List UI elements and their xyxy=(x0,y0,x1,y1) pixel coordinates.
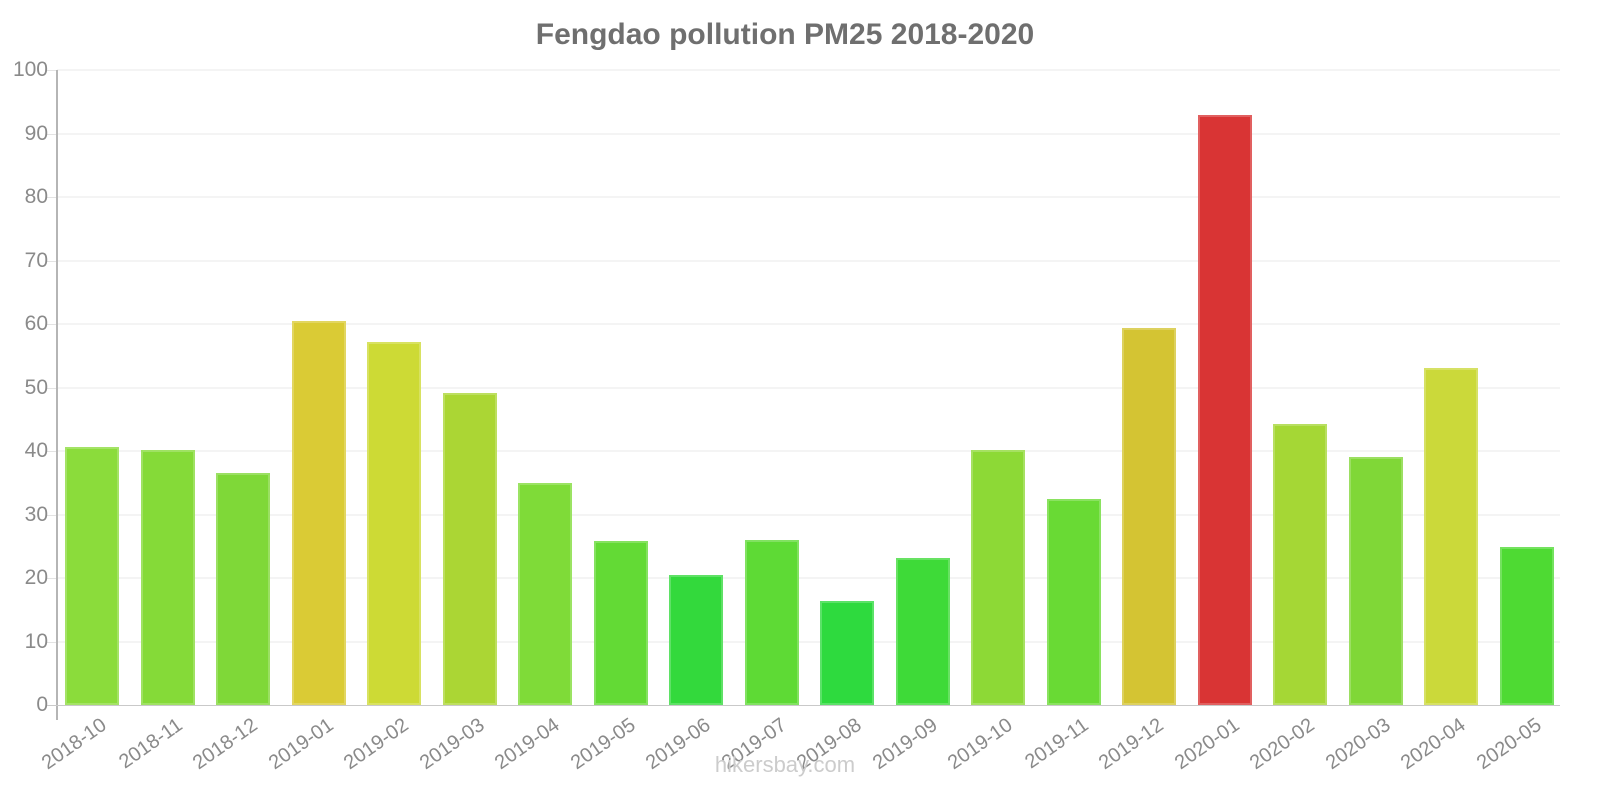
bar-2019-03[interactable] xyxy=(442,392,497,705)
y-axis-label: 90 xyxy=(24,121,48,145)
bar-2019-02[interactable] xyxy=(367,342,421,705)
y-axis-label: 40 xyxy=(24,439,48,462)
y-axis-label: 50 xyxy=(24,375,48,399)
y-axis-tick xyxy=(47,133,57,135)
bar-2019-05[interactable] xyxy=(593,541,648,705)
bar-2019-12[interactable] xyxy=(1122,328,1176,705)
bar-2020-04[interactable] xyxy=(1424,367,1478,705)
watermark-text: hikersbay.com xyxy=(714,752,856,777)
y-axis-tick xyxy=(47,324,57,325)
bar-2020-01[interactable] xyxy=(1197,115,1252,705)
y-gridline xyxy=(57,196,1560,198)
y-gridline xyxy=(57,323,1560,325)
y-axis-tick xyxy=(47,514,57,516)
y-gridline xyxy=(57,577,1560,579)
y-axis-label: 20 xyxy=(24,566,48,589)
x-axis-line xyxy=(47,705,1560,706)
y-axis-tick xyxy=(47,451,57,452)
y-axis-tick xyxy=(47,387,57,389)
y-axis-label: 100 xyxy=(12,58,48,81)
bar-2019-07[interactable] xyxy=(744,539,799,705)
y-gridline xyxy=(57,386,1560,389)
y-axis-label: 70 xyxy=(24,248,48,272)
y-gridline xyxy=(57,132,1560,135)
y-gridline xyxy=(57,450,1560,452)
y-axis-tick xyxy=(47,260,57,262)
bar-2019-09[interactable] xyxy=(895,557,950,705)
bar-2020-02[interactable] xyxy=(1273,424,1327,705)
y-axis-label: 80 xyxy=(24,185,48,208)
bar-2019-06[interactable] xyxy=(669,574,723,705)
y-axis-tick xyxy=(47,197,57,198)
y-axis-tick xyxy=(47,578,57,579)
y-axis-label: 0 xyxy=(36,693,48,716)
chart-title: Fengdao pollution PM25 2018-2020 xyxy=(535,18,1035,51)
y-gridline xyxy=(57,259,1560,262)
y-axis-line xyxy=(56,70,58,720)
y-axis-label: 10 xyxy=(24,629,48,653)
bar-2019-01[interactable] xyxy=(291,321,346,705)
y-gridline xyxy=(57,640,1560,643)
bar-2019-10[interactable] xyxy=(971,450,1025,705)
y-axis-tick xyxy=(47,641,57,643)
y-axis-label: 30 xyxy=(24,502,48,526)
y-gridline xyxy=(57,69,1560,71)
bar-2020-03[interactable] xyxy=(1348,456,1403,705)
bar-2019-11[interactable] xyxy=(1046,499,1101,705)
y-gridline xyxy=(57,513,1560,516)
bar-2018-10[interactable] xyxy=(65,447,119,705)
bar-2018-11[interactable] xyxy=(140,449,195,705)
bar-2019-08[interactable] xyxy=(820,601,874,705)
y-axis-label: 60 xyxy=(24,312,48,335)
bar-2018-12[interactable] xyxy=(216,473,270,705)
bar-2020-05[interactable] xyxy=(1499,546,1554,705)
bar-2019-04[interactable] xyxy=(518,483,572,705)
y-axis-tick xyxy=(47,70,57,71)
